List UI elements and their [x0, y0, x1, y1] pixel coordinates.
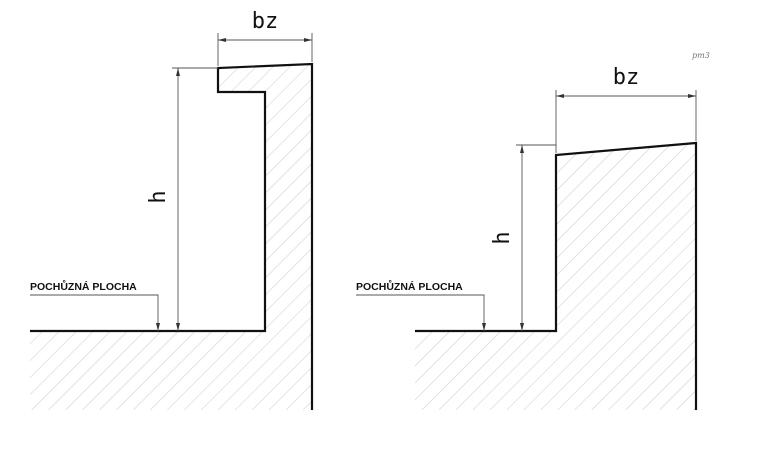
right-walking-surface-label: POCHŮZNÁ PLOCHA — [356, 279, 463, 293]
left-bz-dimension: bz — [217, 9, 313, 66]
right-bz-dimension: bz — [555, 65, 697, 153]
right-walking-surface-callout: POCHŮZNÁ PLOCHA — [356, 279, 486, 331]
left-walking-surface-callout: POCHŮZNÁ PLOCHA — [30, 279, 160, 331]
left-hatched-body — [30, 64, 312, 410]
left-h-label: h — [146, 190, 171, 203]
right-h-dimension: h — [490, 144, 556, 331]
left-bz-label: bz — [252, 9, 279, 34]
right-bz-label: bz — [613, 65, 640, 90]
right-h-label: h — [490, 231, 515, 244]
right-profile-outline — [415, 141, 698, 410]
left-h-dimension: h — [146, 67, 218, 331]
right-diagram: bz h POCHŮZNÁ PLOCHA — [356, 65, 698, 410]
left-profile-outline — [30, 62, 314, 410]
left-diagram: bz h POCHŮZNÁ PLOCHA — [30, 9, 314, 410]
left-walking-surface-label: POCHŮZNÁ PLOCHA — [30, 279, 137, 293]
signature-mark: pm3 — [692, 51, 710, 60]
